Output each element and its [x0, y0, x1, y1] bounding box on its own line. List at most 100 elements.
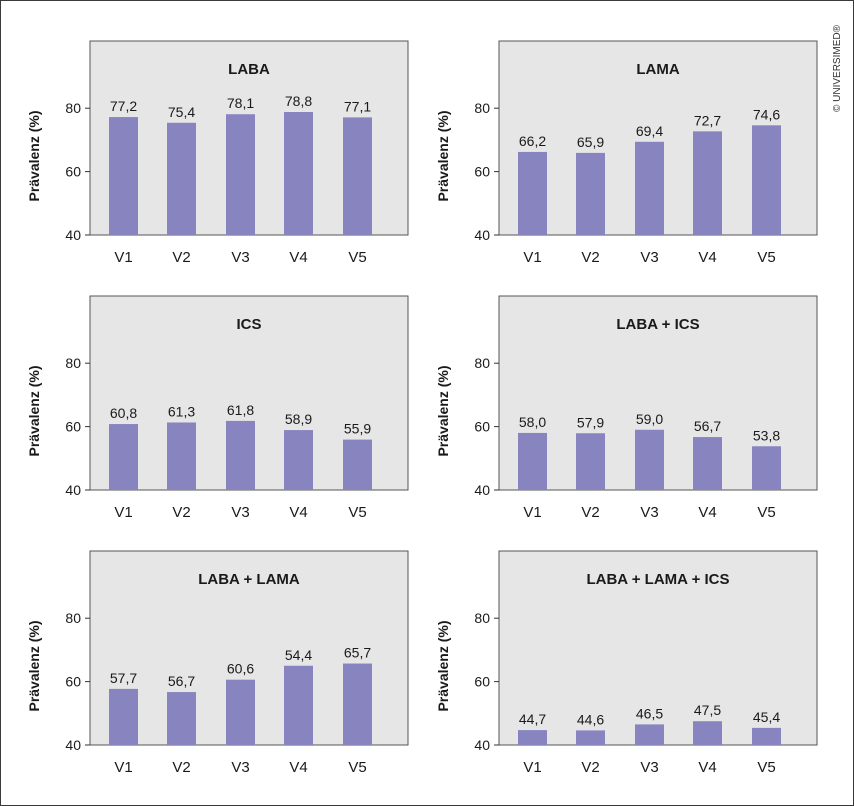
bar: [109, 424, 138, 490]
x-tick-label: V2: [581, 759, 599, 776]
data-label: 72,7: [694, 112, 721, 128]
x-tick-label: V3: [231, 504, 249, 521]
x-tick-label: V5: [757, 504, 775, 521]
y-tick-label: 40: [65, 737, 81, 753]
y-tick-label: 60: [65, 674, 81, 690]
data-label: 44,6: [577, 711, 604, 727]
bar: [576, 730, 605, 745]
copyright-text: © UNIVERSIMED®: [832, 25, 843, 112]
bar: [635, 724, 664, 745]
bar: [226, 114, 255, 235]
y-tick-label: 80: [474, 100, 490, 116]
x-tick-label: V4: [289, 504, 307, 521]
data-label: 56,7: [694, 418, 721, 434]
bar: [752, 125, 781, 235]
data-label: 45,4: [753, 709, 780, 725]
data-label: 75,4: [168, 104, 195, 120]
chart-title: LABA + LAMA + ICS: [586, 571, 729, 588]
y-tick-label: 80: [474, 355, 490, 371]
data-label: 58,0: [519, 414, 546, 430]
bar: [109, 117, 138, 235]
x-tick-label: V2: [172, 249, 190, 266]
bar: [226, 679, 255, 745]
y-axis-label: Prävalenz (%): [435, 365, 451, 456]
data-label: 53,8: [753, 427, 780, 443]
data-label: 46,5: [636, 705, 663, 721]
chart-title: LAMA: [636, 61, 679, 78]
y-tick-label: 40: [474, 482, 490, 498]
bar: [518, 730, 547, 745]
x-tick-label: V4: [289, 249, 307, 266]
bar: [576, 433, 605, 490]
x-tick-label: V1: [523, 249, 541, 266]
y-tick-label: 40: [65, 227, 81, 243]
y-tick-label: 60: [65, 419, 81, 435]
bar: [284, 430, 313, 490]
y-axis-label: Prävalenz (%): [435, 110, 451, 201]
data-label: 55,9: [344, 421, 371, 437]
x-tick-label: V1: [523, 759, 541, 776]
bar: [284, 665, 313, 745]
bar: [635, 429, 664, 490]
bar: [167, 692, 196, 745]
data-label: 59,0: [636, 411, 663, 427]
y-tick-label: 80: [65, 100, 81, 116]
y-tick-label: 80: [65, 355, 81, 371]
x-tick-label: V1: [523, 504, 541, 521]
y-axis-label: Prävalenz (%): [435, 620, 451, 711]
bar: [518, 432, 547, 490]
data-label: 47,5: [694, 702, 721, 718]
data-label: 69,4: [636, 123, 663, 139]
data-label: 57,9: [577, 414, 604, 430]
y-axis-label: Prävalenz (%): [26, 620, 42, 711]
data-label: 60,6: [227, 661, 254, 677]
chart-title: ICS: [236, 316, 261, 333]
data-label: 44,7: [519, 711, 546, 727]
x-tick-label: V1: [114, 759, 132, 776]
x-tick-label: V3: [231, 759, 249, 776]
y-tick-label: 40: [474, 737, 490, 753]
data-label: 77,2: [110, 98, 137, 114]
y-axis-label: Prävalenz (%): [26, 110, 42, 201]
y-tick-label: 60: [474, 164, 490, 180]
data-label: 57,7: [110, 670, 137, 686]
y-tick-label: 80: [474, 610, 490, 626]
x-tick-label: V2: [172, 759, 190, 776]
y-axis-label: Prävalenz (%): [26, 365, 42, 456]
chart-panel: [498, 550, 818, 746]
bar: [343, 439, 372, 490]
bar: [518, 151, 547, 235]
y-tick-label: 60: [65, 164, 81, 180]
y-tick-label: 40: [65, 482, 81, 498]
x-tick-label: V4: [698, 759, 716, 776]
bar: [284, 112, 313, 235]
bar: [576, 152, 605, 235]
data-label: 78,8: [285, 93, 312, 109]
bar: [343, 663, 372, 745]
data-label: 58,9: [285, 411, 312, 427]
bar: [226, 420, 255, 490]
x-tick-label: V4: [698, 249, 716, 266]
data-label: 66,2: [519, 133, 546, 149]
data-label: 74,6: [753, 106, 780, 122]
bar: [693, 437, 722, 490]
chart-title: LABA: [228, 61, 270, 78]
y-tick-label: 80: [65, 610, 81, 626]
x-tick-label: V2: [172, 504, 190, 521]
bar: [167, 122, 196, 235]
data-label: 78,1: [227, 95, 254, 111]
x-tick-label: V5: [757, 249, 775, 266]
bar: [693, 721, 722, 745]
chart-title: LABA + LAMA: [198, 571, 300, 588]
x-tick-label: V3: [640, 504, 658, 521]
data-label: 61,8: [227, 402, 254, 418]
bar: [167, 422, 196, 490]
x-tick-label: V4: [289, 759, 307, 776]
x-tick-label: V2: [581, 504, 599, 521]
data-label: 61,3: [168, 403, 195, 419]
data-label: 65,7: [344, 645, 371, 661]
data-label: 65,9: [577, 134, 604, 150]
x-tick-label: V5: [348, 249, 366, 266]
data-label: 77,1: [344, 98, 371, 114]
x-tick-label: V3: [640, 759, 658, 776]
